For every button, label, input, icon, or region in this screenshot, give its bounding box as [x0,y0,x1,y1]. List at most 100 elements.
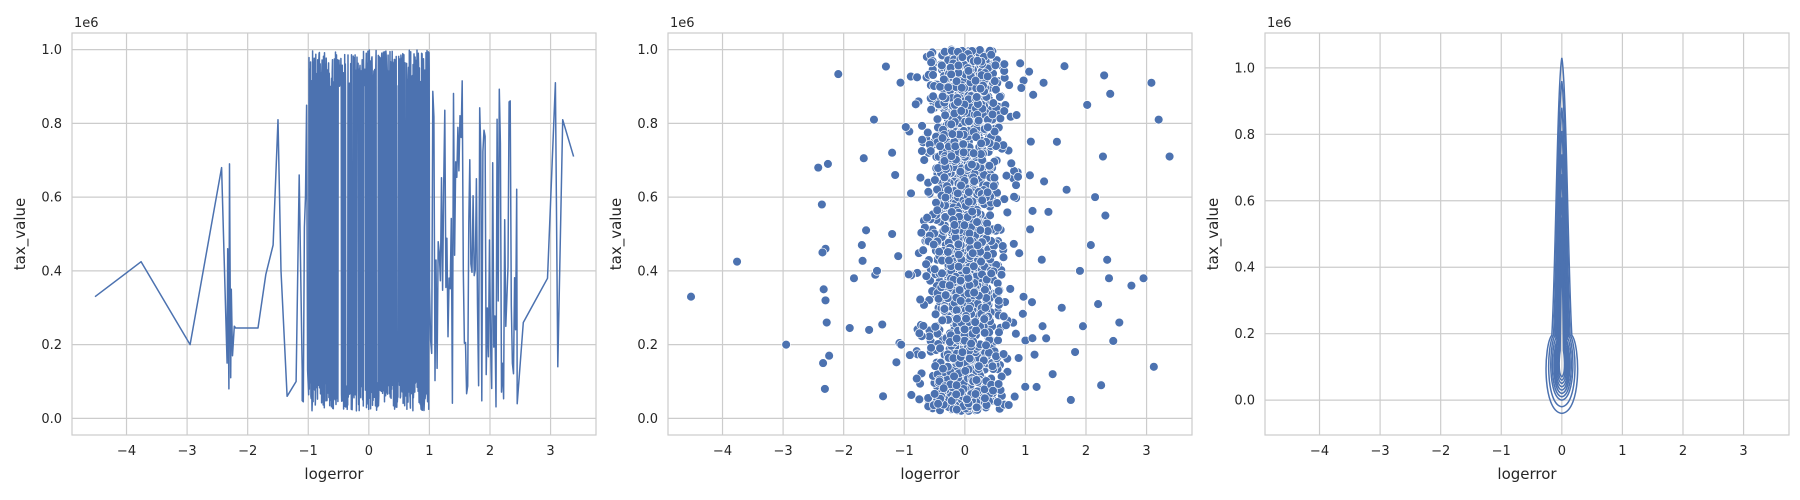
scatter-point [901,122,911,132]
scatter-point [989,172,1000,183]
scatter-point [1043,207,1054,217]
scatter-point [989,181,999,191]
scatter-point [951,305,962,315]
scatter-point [951,404,962,415]
scatter-point [817,247,828,258]
y-tick-label: 1.0 [41,43,62,58]
scatter-point [1029,349,1040,360]
scatter-point [988,98,999,108]
scatter-point [971,325,981,336]
scatter-point [969,287,979,298]
scatter-point [972,217,982,227]
scatter-point [955,275,966,286]
scatter-point [926,343,936,353]
scatter-point [869,114,879,125]
y-tick-label: 1.0 [1234,61,1255,76]
scatter-point [958,139,968,149]
scatter-point [895,77,906,88]
scatter-point [925,146,936,156]
scatter-point [1027,333,1038,343]
scatter-point [965,235,975,246]
scatter-point [1098,151,1108,162]
scatter-point [1093,299,1103,309]
scatter-point [935,141,945,151]
scatter-point [964,116,974,127]
scatter-point [944,280,955,291]
scatter-point [1146,78,1157,88]
scatter-point [938,363,948,374]
scatter-point [994,327,1004,337]
scatter-point [971,132,981,142]
scatter-point [921,271,932,281]
scatter-point [987,361,998,371]
x-tick-label: −2 [834,444,853,459]
x-tick-label: −3 [1371,444,1390,459]
scatter-point [1028,90,1038,100]
scatter-point [975,83,986,94]
scatter-point [1041,333,1051,344]
scatter-point [1149,362,1159,372]
scatter-point [1001,170,1012,181]
scatter-point [1011,328,1021,339]
scatter-point [1059,61,1070,71]
x-axis-label: logerror [900,465,960,483]
scatter-point [954,285,965,295]
scatter-point [966,338,976,349]
y-tick-label: 0.2 [637,338,658,353]
scatter-point [781,339,791,350]
scatter-point [1100,210,1111,221]
scatter-point [917,146,927,156]
scatter-point [1039,176,1049,187]
scatter-point [820,295,831,306]
scatter-point [951,380,962,390]
scatter-point [956,106,967,116]
scatter-point [984,160,995,171]
kde-contour-line [1547,81,1576,408]
scatter-point [937,91,948,102]
scatter-point [943,247,953,257]
scatter-point [818,358,828,368]
scatter-point [923,187,934,197]
scatter-point [912,72,922,83]
x-tick-label: 2 [1679,444,1687,459]
scatter-point [878,391,888,402]
y-tick-label: 0.8 [637,117,658,132]
scatter-point [969,176,979,186]
scatter-point [983,122,993,133]
scatter-point [849,273,859,284]
axes-frame [1264,32,1790,436]
scatter-point [1108,336,1118,346]
scatter-point [824,350,834,361]
chart-panel-3: −4 −3 −2 −1 0 1 2 3 0.0 0.2 0.4 0.6 0.8 1.0 logerror ta… [1204,16,1790,483]
scatter-point [943,82,953,93]
scatter-point [964,187,974,197]
scatter-point [1090,192,1100,202]
scatter-point [993,379,1004,389]
scatter-point [982,71,993,82]
scatter-point [887,229,897,239]
scatter-point [972,402,982,413]
kde-contour-line [1556,217,1568,385]
scatter-point [989,76,1000,86]
x-tick-label: −2 [1431,444,1450,459]
scatter-point [1001,320,1011,331]
scatter-point [877,319,887,330]
kde-contour-line [1558,257,1566,378]
x-tick-label: 1 [1021,444,1029,459]
scatter-point [946,151,957,161]
kde-contour-line [1553,154,1571,395]
y-offset-label: 1e6 [670,16,695,31]
scatter-point [994,296,1004,306]
scatter-point [1011,180,1021,190]
scatter-point [953,261,964,272]
scatter-point [1078,321,1088,331]
scatter-point [989,126,1000,137]
scatter-point [974,361,984,371]
scatter-point [1102,255,1112,265]
x-tick-label: 2 [486,444,494,459]
scatter-point [1026,136,1036,147]
scatter-point [1099,70,1109,81]
kde-contour-line [1551,130,1573,398]
y-tick-label: 0.8 [1234,128,1255,143]
scatter-point [1037,321,1048,331]
